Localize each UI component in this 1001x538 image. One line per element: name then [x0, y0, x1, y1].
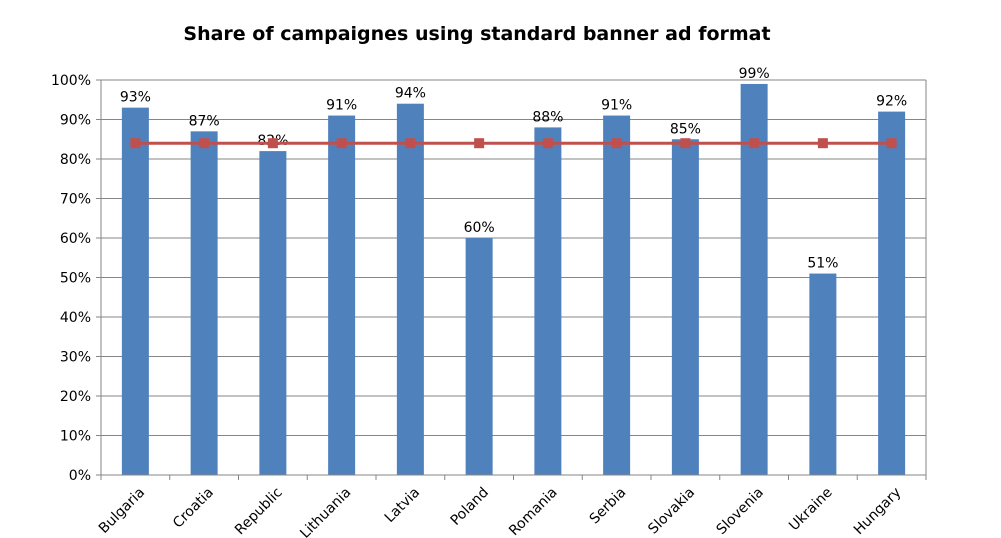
y-tick-label: 30% — [60, 350, 91, 366]
average-marker — [749, 138, 760, 149]
bar — [121, 107, 149, 476]
data-label: 51% — [807, 256, 838, 272]
average-marker — [199, 138, 210, 149]
x-tick-label: Bulgaria — [96, 485, 148, 537]
bar — [396, 103, 424, 475]
average-marker — [267, 138, 278, 149]
average-marker — [611, 138, 622, 149]
y-tick-label: 80% — [60, 152, 91, 168]
y-tick-label: 60% — [60, 231, 91, 247]
bar — [671, 139, 699, 475]
average-line-series — [130, 138, 897, 149]
x-tick-label: Ukraine — [786, 485, 836, 535]
bar — [603, 115, 631, 476]
average-marker — [542, 138, 553, 149]
bar — [190, 131, 218, 475]
x-tick-label: Republic — [232, 485, 286, 538]
x-axis: Bulgaria Croatia Republic Lithuania Latvia Po… — [96, 474, 927, 538]
y-tick-label: 90% — [60, 113, 91, 129]
bar — [534, 127, 562, 476]
average-marker — [680, 138, 691, 149]
chart-title: Share of campaignes using standard banne… — [183, 23, 770, 45]
data-label: 99% — [739, 66, 770, 82]
x-tick-label: Croatia — [170, 485, 217, 532]
average-marker — [336, 138, 347, 149]
y-tick-label: 100% — [51, 73, 91, 89]
average-marker — [130, 138, 141, 149]
data-label: 87% — [189, 113, 220, 129]
bar — [465, 238, 493, 475]
bar-series — [121, 83, 906, 476]
x-tick-label: Slovakia — [645, 485, 698, 538]
data-label: 88% — [532, 109, 563, 125]
data-label: 91% — [326, 98, 357, 114]
average-marker — [886, 138, 897, 149]
data-label: 85% — [670, 121, 701, 137]
x-tick-label: Lithuania — [297, 485, 354, 538]
y-tick-label: 0% — [69, 468, 91, 484]
average-marker — [817, 138, 828, 149]
y-tick-label: 50% — [60, 271, 91, 287]
bar — [809, 273, 837, 475]
data-label: 94% — [395, 86, 426, 102]
data-labels: 93%87%82%91%94%60%88%91%85%99%51%92% — [120, 66, 907, 272]
x-tick-label: Hungary — [851, 485, 905, 538]
bar — [259, 151, 287, 475]
average-marker — [405, 138, 416, 149]
x-tick-label: Romania — [506, 485, 561, 538]
bar — [740, 83, 768, 475]
y-tick-label: 20% — [60, 389, 91, 405]
data-label: 60% — [464, 220, 495, 236]
y-tick-label: 40% — [60, 310, 91, 326]
x-tick-label: Slovenia — [714, 485, 767, 538]
data-label: 93% — [120, 90, 151, 106]
y-tick-label: 70% — [60, 192, 91, 208]
y-tick-label: 10% — [60, 429, 91, 445]
x-tick-label: Serbia — [587, 485, 630, 528]
data-label: 91% — [601, 98, 632, 114]
bar — [878, 111, 906, 475]
data-label: 92% — [876, 94, 907, 110]
x-tick-label: Latvia — [382, 485, 423, 526]
bar — [328, 115, 356, 476]
x-tick-label: Poland — [448, 485, 492, 529]
average-marker — [474, 138, 485, 149]
gridlines — [101, 79, 926, 476]
y-axis: 0% 10% 20% 30% 40% 50% 60% 70% 80% 90% 100% — [51, 73, 927, 484]
